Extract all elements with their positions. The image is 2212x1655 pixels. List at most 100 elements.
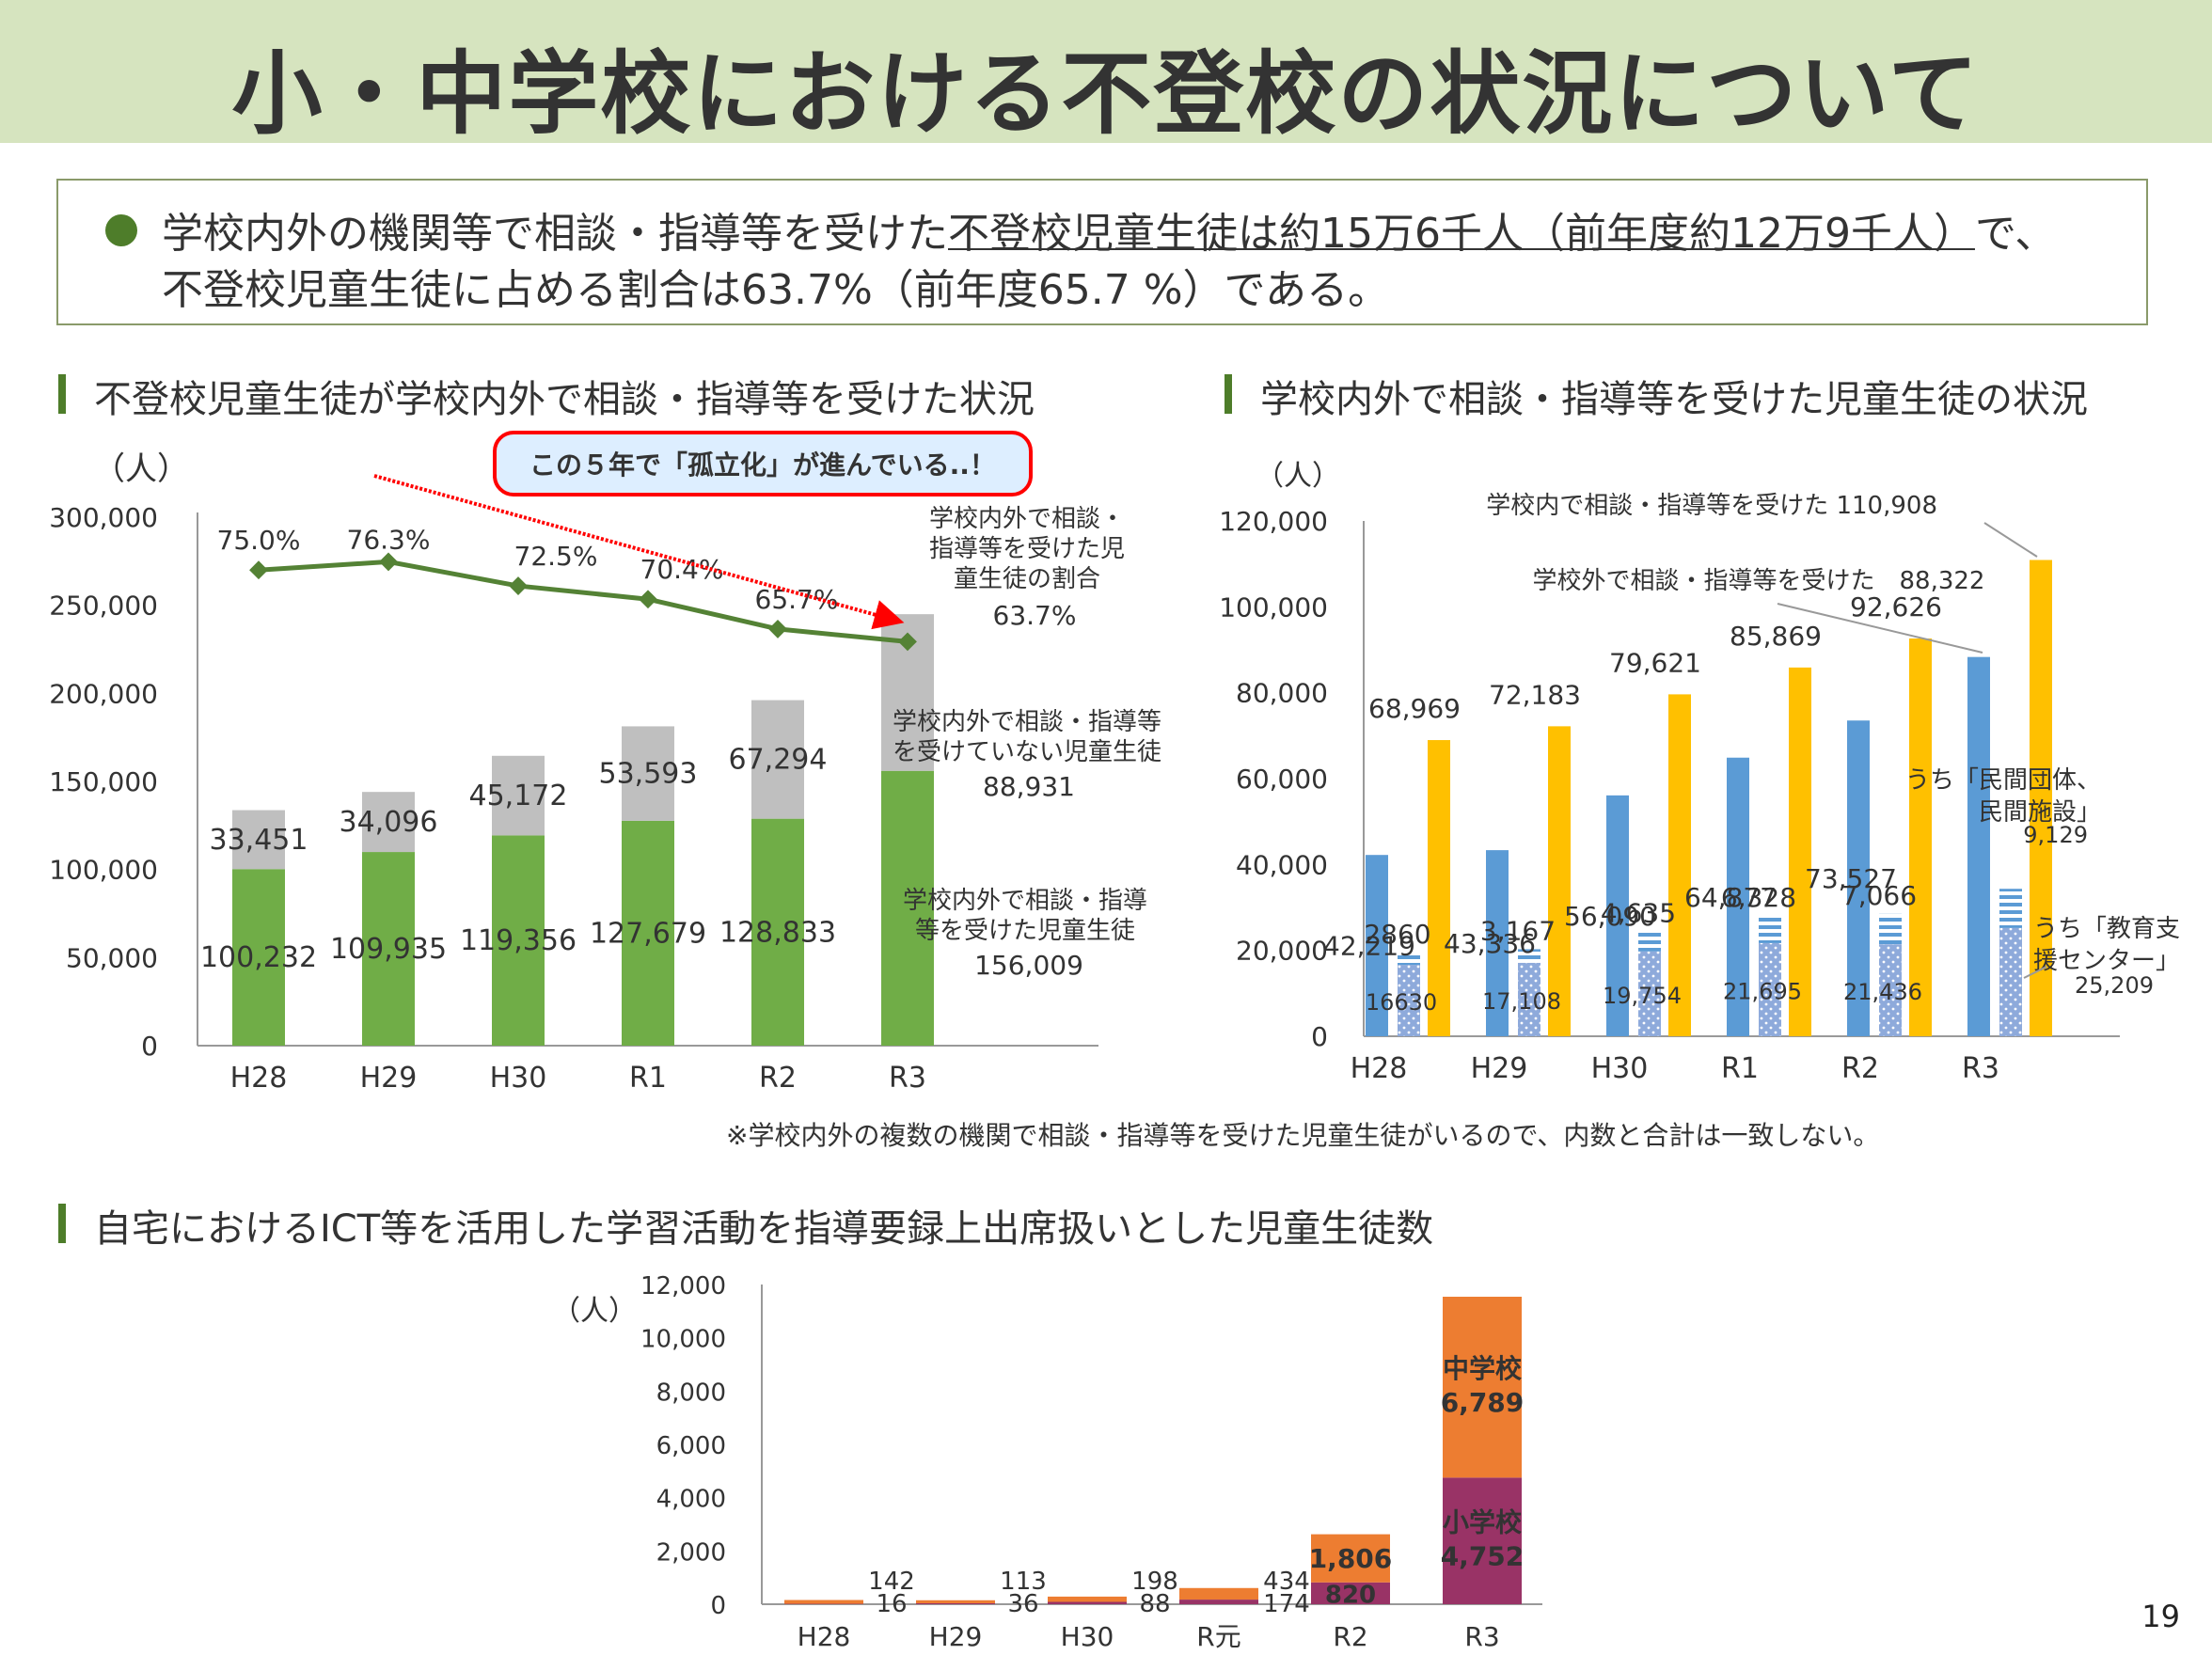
chart1-value-untreated: 34,096 bbox=[340, 806, 438, 839]
chart1-bar-untreated bbox=[362, 792, 415, 853]
chart3-bar-elementary bbox=[1311, 1582, 1390, 1604]
chart2-value-private: 3,167 bbox=[1480, 915, 1556, 946]
chart2-center-annotation: うち「教育支 bbox=[2033, 915, 2180, 943]
chart2-value-center: 21,436 bbox=[1843, 979, 1922, 1005]
chart2-inside-annotation: 学校内で相談・指導等を受けた 110,908 bbox=[1486, 492, 1937, 520]
chart3-value-elementary: 16 bbox=[876, 1590, 907, 1618]
chart2-value-inside: 79,621 bbox=[1609, 647, 1701, 678]
chart3-ytick: 8,000 bbox=[656, 1379, 726, 1407]
chart2-bar-outside bbox=[1727, 757, 1749, 1036]
chart2-bar-center bbox=[1638, 951, 1661, 1036]
chart2-bar-inside bbox=[1668, 694, 1691, 1036]
chart1-xtick: R3 bbox=[889, 1062, 926, 1095]
chart1-ytick: 50,000 bbox=[66, 942, 158, 973]
chart2-xtick: R2 bbox=[1841, 1052, 1879, 1085]
chart1-xtick: R2 bbox=[759, 1062, 797, 1095]
chart1-rate-label: 72.5% bbox=[514, 541, 598, 572]
chart3-value-junior: 113 bbox=[1000, 1568, 1047, 1596]
chart2-ytick: 100,000 bbox=[1219, 591, 1328, 623]
chart3-xtick: R3 bbox=[1464, 1621, 1499, 1652]
chart1-rate-marker bbox=[898, 632, 917, 652]
chart3-value-junior: 198 bbox=[1131, 1568, 1178, 1596]
footnote: ※学校内外の複数の機関で相談・指導等を受けた児童生徒がいるので、内数と合計は一致… bbox=[726, 1120, 1880, 1151]
chart2-bar-private bbox=[1759, 916, 1781, 943]
chart3-ytick: 10,000 bbox=[640, 1326, 726, 1354]
chart3-series-elementary-name: 小学校 bbox=[1443, 1507, 1523, 1538]
chart1-bar-treated bbox=[751, 818, 804, 1046]
chart2-bar-inside bbox=[1428, 740, 1450, 1036]
chart2-ytick: 60,000 bbox=[1236, 764, 1328, 795]
chart2-value-outside: 43,336 bbox=[1444, 928, 1536, 959]
chart1-bar-treated bbox=[492, 835, 545, 1046]
chart1-ytick: 300,000 bbox=[49, 502, 158, 533]
chart3-bar-junior bbox=[1311, 1534, 1390, 1583]
chart2-value-outside: 73,527 bbox=[1805, 863, 1897, 894]
chart1-xtick: H29 bbox=[360, 1062, 418, 1095]
chart2-bar-inside bbox=[1909, 638, 1932, 1036]
chart3-value-elementary: 820 bbox=[1325, 1581, 1376, 1609]
chart2-center-value: 25,209 bbox=[2075, 972, 2154, 999]
chart3-bar-elementary bbox=[1048, 1601, 1127, 1604]
chart3-value-junior: 434 bbox=[1263, 1568, 1310, 1596]
chart3-ytick: 0 bbox=[710, 1592, 726, 1620]
chart3-bar-elementary bbox=[916, 1602, 995, 1604]
page-number: 19 bbox=[2141, 1599, 2180, 1634]
chart3-bar-junior bbox=[1048, 1596, 1127, 1602]
chart2-bar-inside bbox=[1789, 667, 1811, 1036]
chart2-xtick: H29 bbox=[1471, 1052, 1528, 1085]
chart1-callout-box bbox=[493, 431, 1033, 496]
chart2-inside-leader bbox=[1983, 522, 2038, 558]
chart2-value-center: 21,695 bbox=[1723, 978, 1802, 1004]
chart2-value-private: 6,328 bbox=[1721, 882, 1796, 913]
chart1-ytick: 100,000 bbox=[49, 855, 158, 886]
chart2-bar-inside bbox=[1548, 726, 1571, 1036]
chart3-bar-junior bbox=[784, 1600, 863, 1604]
chart2-outside-annotation: 学校外で相談・指導等を受けた 88,322 bbox=[1533, 567, 1985, 595]
chart2-value-inside: 72,183 bbox=[1489, 679, 1581, 710]
chart2-value-center: 16630 bbox=[1366, 989, 1437, 1016]
summary-line-1: 学校内外の機関等で相談・指導等を受けた不登校児童生徒は約15万6千人（前年度約1… bbox=[162, 199, 2056, 260]
chart2-bar-center bbox=[1759, 942, 1781, 1036]
chart1-rate-marker bbox=[768, 620, 787, 638]
chart2-ylabel: （人） bbox=[1256, 460, 1340, 493]
chart1-rate-label: 75.0% bbox=[217, 525, 301, 556]
chart3-value-elementary: 36 bbox=[1007, 1590, 1038, 1618]
page-title: 小・中学校における不登校の状況について bbox=[231, 41, 1981, 147]
chart1-value-untreated: 67,294 bbox=[729, 744, 828, 777]
chart3-bar-junior bbox=[1443, 1297, 1522, 1478]
chart1-ylabel: （人） bbox=[93, 450, 189, 488]
chart3-value-junior: 6,789 bbox=[1441, 1387, 1525, 1418]
chart1-rate-marker bbox=[509, 576, 528, 595]
chart3-xtick: H28 bbox=[798, 1621, 851, 1652]
chart3-ytick: 4,000 bbox=[656, 1486, 726, 1514]
chart1-bar-untreated bbox=[492, 755, 545, 836]
section-marker bbox=[58, 1204, 66, 1243]
chart2-xtick: H28 bbox=[1351, 1052, 1408, 1085]
chart2-bar-private bbox=[1518, 949, 1540, 963]
section-marker bbox=[1224, 374, 1232, 414]
chart1-untreated-annotation: 学校内外で相談・指導等 bbox=[893, 708, 1161, 736]
chart2-bar-private bbox=[1638, 931, 1661, 952]
chart1-xtick: R1 bbox=[629, 1062, 667, 1095]
chart1-treated-value: 156,009 bbox=[974, 950, 1083, 981]
chart1-value-untreated: 33,451 bbox=[210, 824, 308, 857]
section-marker bbox=[58, 374, 66, 414]
chart2-bar-private bbox=[1999, 889, 2022, 928]
chart2-value-outside: 56,090 bbox=[1564, 901, 1656, 932]
chart3-value-elementary: 174 bbox=[1263, 1590, 1310, 1618]
chart2-bar-outside bbox=[1967, 656, 1990, 1036]
chart2-private-annotation: 民間施設」 bbox=[1979, 798, 2101, 827]
chart3-xtick: H30 bbox=[1061, 1621, 1114, 1652]
chart1-rate-value: 63.7% bbox=[993, 600, 1077, 631]
summary-line1-prefix: 学校内外の機関等で相談・指導等を受けた bbox=[162, 210, 948, 258]
chart1-rate-line bbox=[258, 559, 908, 644]
chart2-ytick: 120,000 bbox=[1219, 506, 1328, 537]
chart3-ytick: 12,000 bbox=[640, 1272, 726, 1300]
chart2-ytick: 40,000 bbox=[1236, 849, 1328, 880]
chart3-section-title: 自宅におけるICT等を活用した学習活動を指導要録上出席扱いとした児童生徒数 bbox=[94, 1207, 1434, 1251]
chart2-bar-private bbox=[1398, 952, 1420, 966]
chart1-treated-annotation: 学校内外で相談・指導 bbox=[903, 887, 1147, 915]
chart2-ytick: 80,000 bbox=[1236, 678, 1328, 709]
chart1-rate-annotation: 学校内外で相談・ bbox=[929, 505, 1125, 533]
chart2-value-outside: 64,877 bbox=[1684, 882, 1777, 913]
